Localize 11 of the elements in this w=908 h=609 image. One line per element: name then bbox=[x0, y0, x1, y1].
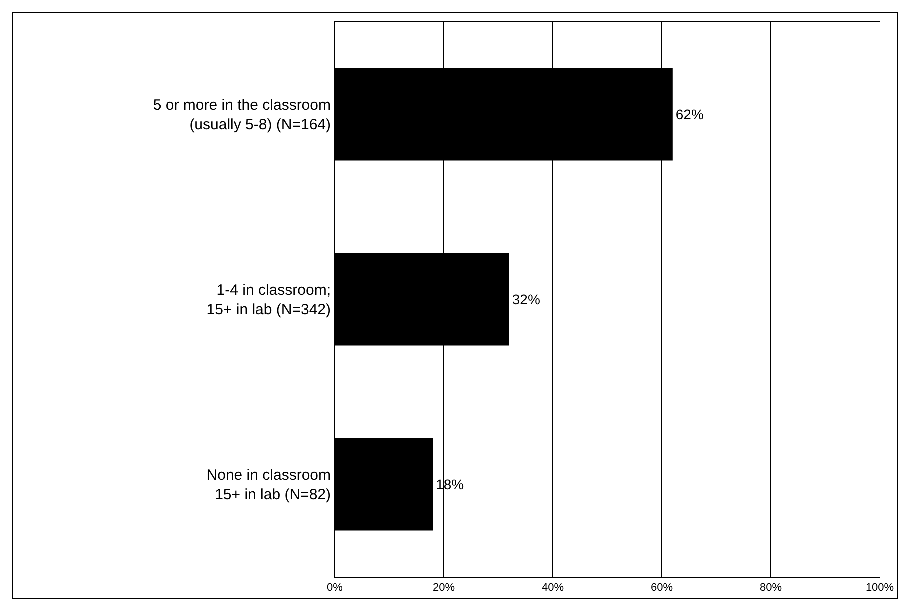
y-tick-label: None in classroom 15+ in lab (N=82) bbox=[206, 467, 332, 504]
data-label: 62% bbox=[676, 106, 704, 122]
y-tick-label: 1-4 in classroom; 15+ in lab (N=342) bbox=[206, 282, 332, 318]
y-tick-label: 5 or more in the classroom (usually 5-8) (N=164) bbox=[153, 97, 331, 134]
x-tick-label: 20% bbox=[432, 582, 456, 594]
x-tick-label: 80% bbox=[760, 582, 782, 594]
x-tick-label: 100% bbox=[866, 582, 894, 594]
x-tick-label: 40% bbox=[542, 582, 564, 594]
data-label: 32% bbox=[512, 292, 540, 308]
x-tick-label: 60% bbox=[650, 582, 674, 594]
x-tick-label: 0% bbox=[327, 582, 344, 594]
